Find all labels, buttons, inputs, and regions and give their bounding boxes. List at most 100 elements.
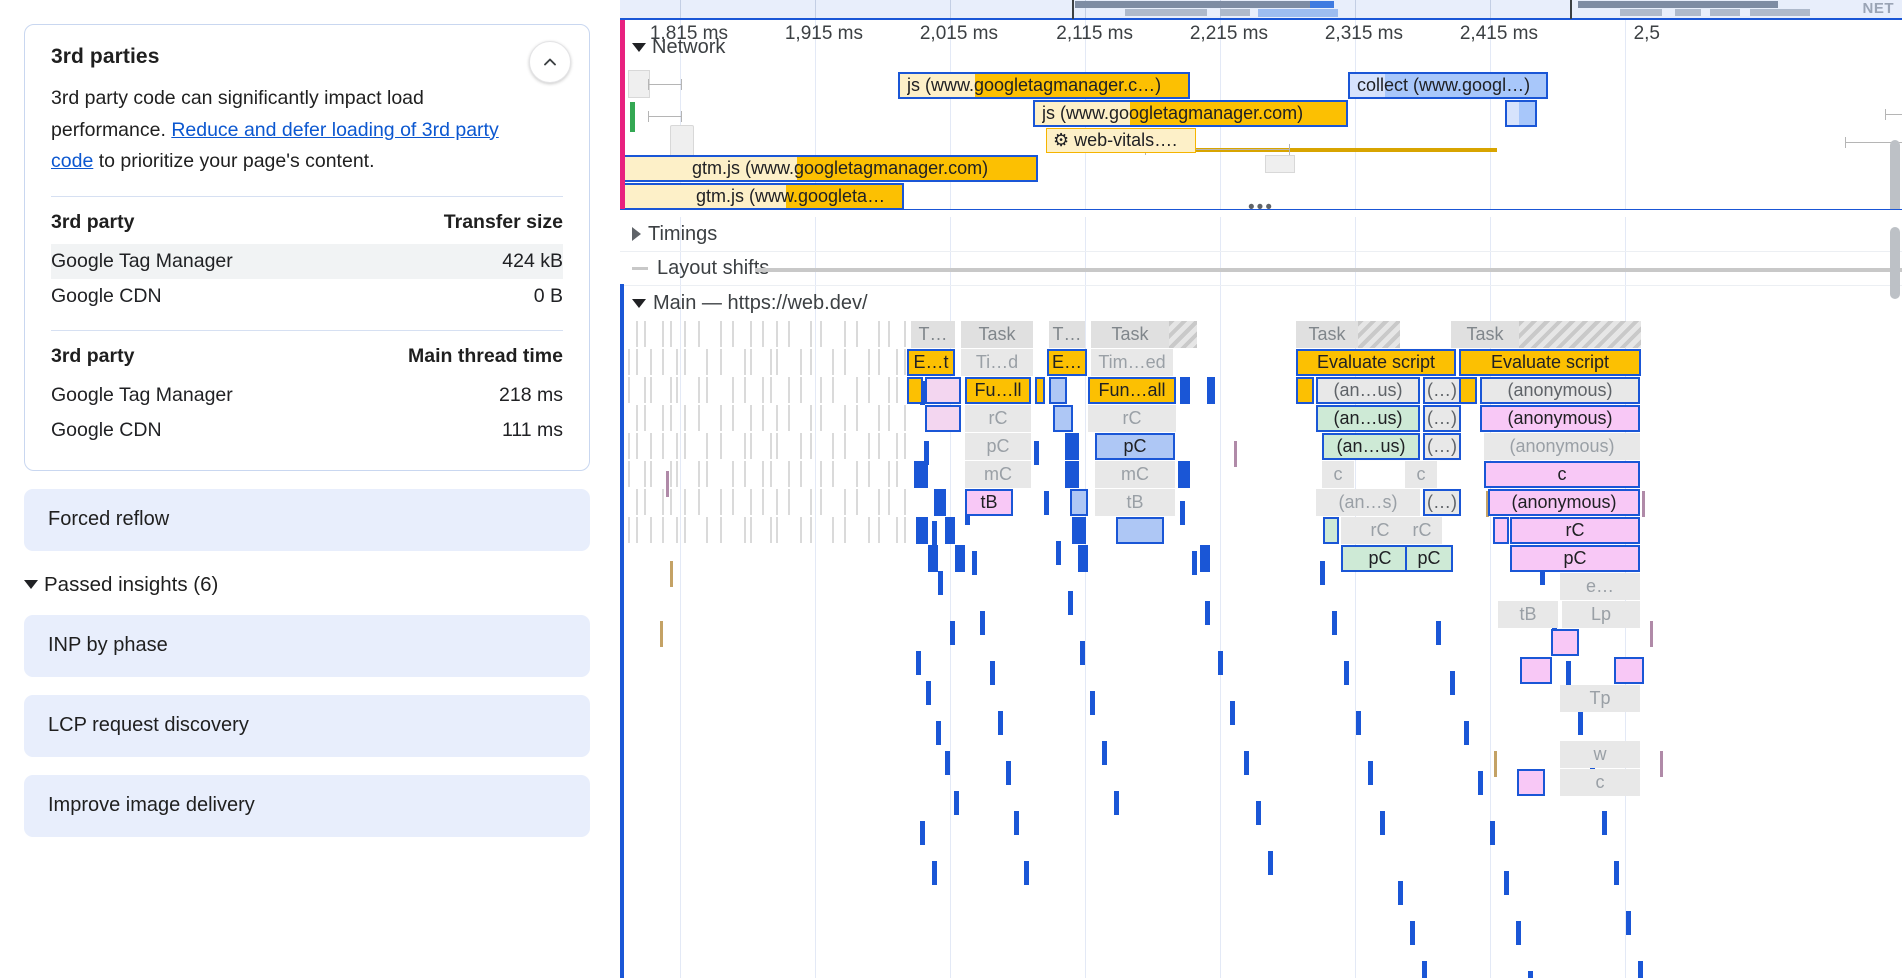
network-request-row[interactable]: gtm.js (www.googletagmanager.com) — [620, 155, 1038, 182]
flame-block[interactable]: Fun…all — [1088, 377, 1176, 404]
flame-block[interactable]: (anonymous) — [1480, 377, 1640, 404]
flame-block[interactable]: c — [1484, 461, 1640, 488]
flame-block[interactable]: Tp — [1560, 685, 1640, 712]
tracks-scrollbar[interactable] — [1890, 227, 1900, 299]
flame-block[interactable]: T… — [911, 321, 955, 348]
network-scrollbar[interactable] — [1890, 140, 1900, 209]
flame-block[interactable]: Fu…ll — [965, 377, 1031, 404]
flame-block[interactable]: (an…us) — [1316, 405, 1420, 432]
network-request-row[interactable] — [1505, 100, 1537, 127]
table-row[interactable]: Google Tag Manager 218 ms — [51, 378, 563, 413]
flame-block-unlabeled[interactable] — [1551, 629, 1579, 656]
flame-block[interactable]: tB — [1498, 601, 1558, 628]
flame-block-unlabeled[interactable] — [1078, 545, 1088, 572]
flame-block[interactable]: Evaluate script — [1459, 349, 1641, 376]
insight-item-improve-image-delivery[interactable]: Improve image delivery — [24, 774, 590, 837]
flame-block-unlabeled[interactable] — [928, 545, 938, 572]
flame-block[interactable]: (…) — [1423, 433, 1461, 460]
flame-block[interactable]: (…) — [1423, 489, 1461, 516]
flame-block[interactable]: (an…us) — [1322, 433, 1420, 460]
flame-block[interactable]: Task — [1296, 321, 1358, 348]
flame-block[interactable]: c — [1405, 461, 1437, 488]
flame-block[interactable]: tB — [1095, 489, 1175, 516]
table-row[interactable]: Google Tag Manager 424 kB — [51, 243, 563, 279]
flame-block[interactable]: rC — [1510, 517, 1640, 544]
reduce-3rd-party-link[interactable]: Reduce and defer loading of 3rd party co… — [51, 118, 499, 173]
flame-block[interactable]: tB — [965, 489, 1013, 516]
flame-block[interactable]: T… — [1049, 321, 1085, 348]
pane-resize-handle[interactable]: ••• — [1248, 197, 1274, 218]
flame-block-unlabeled[interactable] — [1049, 377, 1067, 404]
flame-block[interactable]: (anonymous) — [1480, 405, 1640, 432]
insight-item-inp-by-phase[interactable]: INP by phase — [24, 614, 590, 677]
flame-block[interactable]: E… — [1047, 349, 1087, 376]
flame-block[interactable]: mC — [1095, 461, 1175, 488]
flame-block[interactable]: Task — [1451, 321, 1519, 348]
flame-block-unlabeled[interactable] — [1493, 517, 1509, 544]
flame-block-unlabeled[interactable] — [1200, 545, 1210, 572]
flame-block[interactable]: Evaluate script — [1296, 349, 1456, 376]
flame-block-unlabeled[interactable] — [907, 377, 923, 404]
flame-block[interactable]: Ti…d — [961, 349, 1033, 376]
flame-block[interactable]: pC — [1510, 545, 1640, 572]
flame-block-unlabeled[interactable] — [1296, 377, 1314, 404]
main-thread-flame-chart[interactable]: T… Task T… Task Task Task E…t Ti…d E… Tim…ed Evalu… — [620, 321, 1902, 978]
flame-block-unlabeled[interactable] — [955, 545, 965, 572]
flame-block[interactable]: (anonymous) — [1484, 433, 1640, 460]
flame-block[interactable]: rC — [965, 405, 1031, 432]
flame-block[interactable]: pC — [1095, 433, 1175, 460]
network-request-row-web-vitals[interactable]: ⚙ web-vitals…. — [1046, 128, 1196, 153]
flame-block[interactable]: Task — [961, 321, 1033, 348]
flame-block[interactable]: rC — [1088, 405, 1176, 432]
flame-block[interactable]: (…) — [1423, 405, 1461, 432]
flame-block[interactable]: (an…us) — [1316, 377, 1420, 404]
flame-block-unlabeled[interactable] — [1065, 433, 1079, 460]
collapse-insight-button[interactable] — [529, 41, 571, 83]
flame-block[interactable]: e… — [1560, 573, 1640, 600]
flame-block[interactable]: (anonymous) — [1488, 489, 1640, 516]
flame-block[interactable]: E…t — [907, 349, 955, 376]
flame-block-unlabeled[interactable] — [1520, 657, 1552, 684]
flame-block-unlabeled[interactable] — [1358, 321, 1400, 348]
flame-block[interactable]: rC — [1402, 517, 1442, 544]
flame-block-unlabeled[interactable] — [1323, 517, 1339, 544]
flame-block-unlabeled[interactable] — [1519, 321, 1641, 348]
network-request-row[interactable]: js (www.googletagmanager.com) — [1033, 100, 1348, 127]
flame-block[interactable]: mC — [965, 461, 1031, 488]
flame-block-unlabeled[interactable] — [1169, 321, 1197, 348]
track-header-main[interactable]: Main — https://web.dev/ — [620, 284, 1902, 321]
network-track-header[interactable]: Network — [632, 36, 725, 59]
flame-block-unlabeled[interactable] — [945, 517, 955, 544]
flame-block[interactable]: Tim…ed — [1091, 349, 1173, 376]
table-row[interactable]: Google CDN 111 ms — [51, 413, 563, 448]
flame-block-unlabeled[interactable] — [1614, 657, 1644, 684]
flame-block-unlabeled[interactable] — [934, 489, 946, 516]
flame-block-unlabeled[interactable] — [1070, 489, 1088, 516]
flame-block-unlabeled[interactable] — [914, 461, 928, 488]
flame-block[interactable]: c — [1322, 461, 1354, 488]
flame-block[interactable]: (…) — [1423, 377, 1461, 404]
flame-block-unlabeled[interactable] — [1035, 377, 1045, 404]
network-request-row-collect[interactable]: collect (www.googl…) — [1348, 72, 1548, 99]
flame-block-unlabeled[interactable] — [1180, 377, 1190, 404]
flame-block-unlabeled[interactable] — [925, 405, 961, 432]
flame-block[interactable]: w — [1560, 741, 1640, 768]
flame-block-unlabeled[interactable] — [1053, 405, 1073, 432]
flame-block-unlabeled[interactable] — [1065, 461, 1079, 488]
insight-item-forced-reflow[interactable]: Forced reflow — [24, 488, 590, 551]
table-row[interactable]: Google CDN 0 B — [51, 279, 563, 314]
network-request-row[interactable]: js (www.googletagmanager.c…) — [898, 72, 1190, 99]
passed-insights-header[interactable]: Passed insights (6) — [24, 573, 590, 597]
flame-block-unlabeled[interactable] — [1459, 377, 1477, 404]
flame-block-unlabeled[interactable] — [1178, 461, 1190, 488]
flame-block-unlabeled[interactable] — [1072, 517, 1086, 544]
track-header-layout-shifts[interactable]: Layout shifts — [620, 252, 1902, 286]
flame-block[interactable]: (an…s) — [1316, 489, 1420, 516]
flame-block-unlabeled[interactable] — [1207, 377, 1215, 404]
insight-item-lcp-request-discovery[interactable]: LCP request discovery — [24, 694, 590, 757]
flame-block-unlabeled[interactable] — [1517, 769, 1545, 796]
flame-block[interactable]: Task — [1091, 321, 1169, 348]
flame-block[interactable]: pC — [1405, 545, 1453, 572]
network-request-row[interactable]: gtm.js (www.googleta… — [620, 183, 904, 209]
flame-block[interactable]: pC — [965, 433, 1031, 460]
